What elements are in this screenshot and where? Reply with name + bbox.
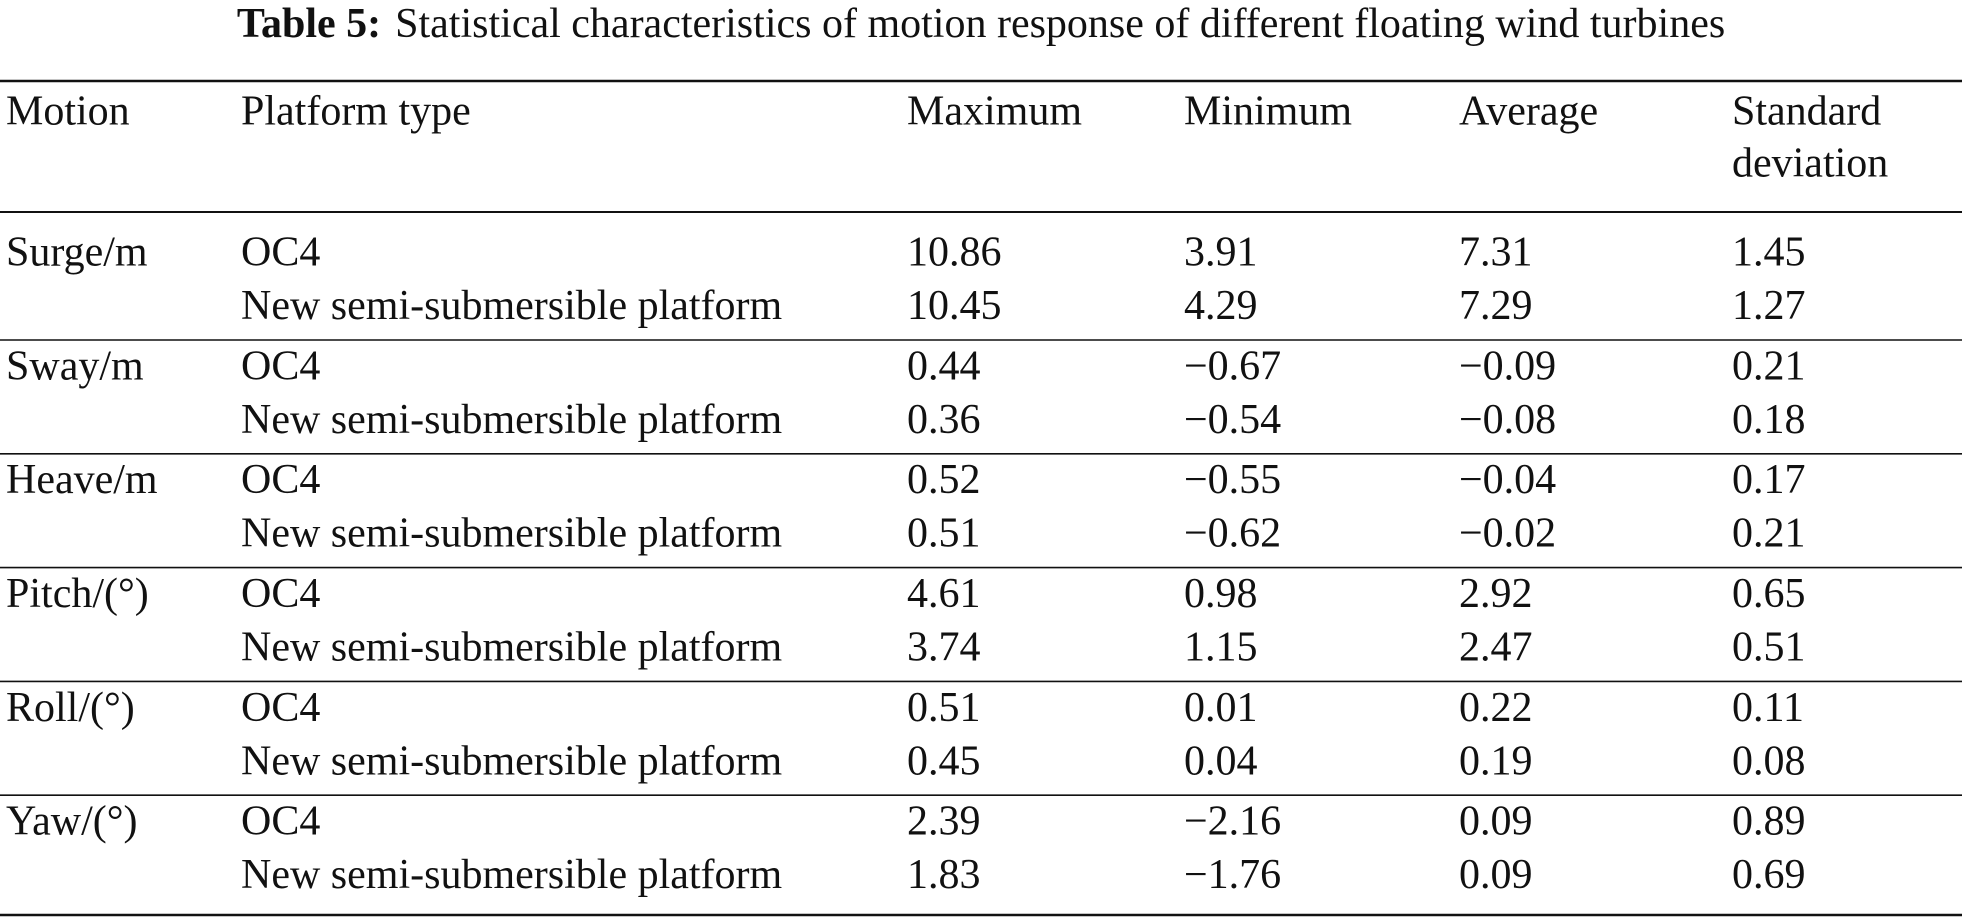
value-cell: 0.45 [907, 738, 981, 784]
value-cell: 0.89 [1732, 799, 1806, 845]
motion-cell: Yaw/(°) [6, 799, 138, 845]
platform-cell: OC4 [241, 230, 320, 276]
value-cell: 3.91 [1184, 230, 1258, 276]
motion-cell: Heave/m [6, 457, 158, 503]
value-cell: 0.44 [907, 343, 981, 389]
platform-cell: New semi-submersible platform [241, 511, 783, 557]
caption-text: Statistical characteristics of motion re… [395, 1, 1725, 47]
header-cell: Platform type [241, 89, 471, 135]
platform-cell: OC4 [241, 799, 320, 845]
value-cell: 0.18 [1732, 397, 1806, 443]
value-cell: 0.98 [1184, 571, 1258, 617]
value-cell: −0.62 [1184, 511, 1281, 557]
value-cell: 0.69 [1732, 852, 1806, 898]
platform-cell: New semi-submersible platform [241, 397, 783, 443]
value-cell: 2.39 [907, 799, 981, 845]
value-cell: 0.65 [1732, 571, 1806, 617]
value-cell: 1.83 [907, 852, 981, 898]
value-cell: 1.27 [1732, 283, 1806, 329]
value-cell: 1.15 [1184, 625, 1258, 671]
value-cell: 2.47 [1459, 625, 1533, 671]
value-cell: −0.04 [1459, 457, 1556, 503]
value-cell: −0.09 [1459, 343, 1556, 389]
header-cell: Motion [6, 89, 130, 135]
motion-cell: Sway/m [6, 343, 144, 389]
header-cell: Maximum [907, 89, 1082, 135]
value-cell: 0.52 [907, 457, 981, 503]
value-cell: 0.19 [1459, 738, 1533, 784]
value-cell: 0.21 [1732, 511, 1806, 557]
value-cell: 0.22 [1459, 685, 1533, 731]
value-cell: 0.51 [1732, 625, 1806, 671]
value-cell: 0.51 [907, 511, 981, 557]
value-cell: −0.55 [1184, 457, 1281, 503]
value-cell: −1.76 [1184, 852, 1281, 898]
motion-cell: Surge/m [6, 230, 148, 276]
header-cell: Minimum [1184, 89, 1352, 135]
value-cell: 0.36 [907, 397, 981, 443]
value-cell: 0.17 [1732, 457, 1806, 503]
caption-label: Table 5: [237, 1, 381, 47]
value-cell: 0.08 [1732, 738, 1806, 784]
value-cell: 0.09 [1459, 799, 1533, 845]
platform-cell: New semi-submersible platform [241, 283, 783, 329]
value-cell: 3.74 [907, 625, 981, 671]
value-cell: −0.02 [1459, 511, 1556, 557]
header-cell: deviation [1732, 141, 1888, 187]
value-cell: 7.31 [1459, 230, 1533, 276]
header-cell: Standard [1732, 89, 1881, 135]
value-cell: 10.45 [907, 283, 1002, 329]
value-cell: 1.45 [1732, 230, 1806, 276]
value-cell: 0.11 [1732, 685, 1804, 731]
platform-cell: OC4 [241, 571, 320, 617]
platform-cell: OC4 [241, 457, 320, 503]
motion-cell: Pitch/(°) [6, 571, 149, 617]
platform-cell: OC4 [241, 343, 320, 389]
platform-cell: New semi-submersible platform [241, 625, 783, 671]
value-cell: 7.29 [1459, 283, 1533, 329]
value-cell: 0.09 [1459, 852, 1533, 898]
table-caption: Table 5: Statistical characteristics of m… [237, 1, 1725, 47]
value-cell: 2.92 [1459, 571, 1533, 617]
value-cell: 0.04 [1184, 738, 1258, 784]
value-cell: −0.67 [1184, 343, 1281, 389]
platform-cell: New semi-submersible platform [241, 852, 783, 898]
header-cell: Average [1459, 89, 1598, 135]
value-cell: 4.29 [1184, 283, 1258, 329]
value-cell: −2.16 [1184, 799, 1281, 845]
value-cell: 10.86 [907, 230, 1002, 276]
value-cell: −0.08 [1459, 397, 1556, 443]
motion-cell: Roll/(°) [6, 685, 135, 731]
platform-cell: OC4 [241, 685, 320, 731]
value-cell: 0.51 [907, 685, 981, 731]
value-cell: −0.54 [1184, 397, 1281, 443]
value-cell: 0.01 [1184, 685, 1258, 731]
value-cell: 4.61 [907, 571, 981, 617]
platform-cell: New semi-submersible platform [241, 738, 783, 784]
value-cell: 0.21 [1732, 343, 1806, 389]
